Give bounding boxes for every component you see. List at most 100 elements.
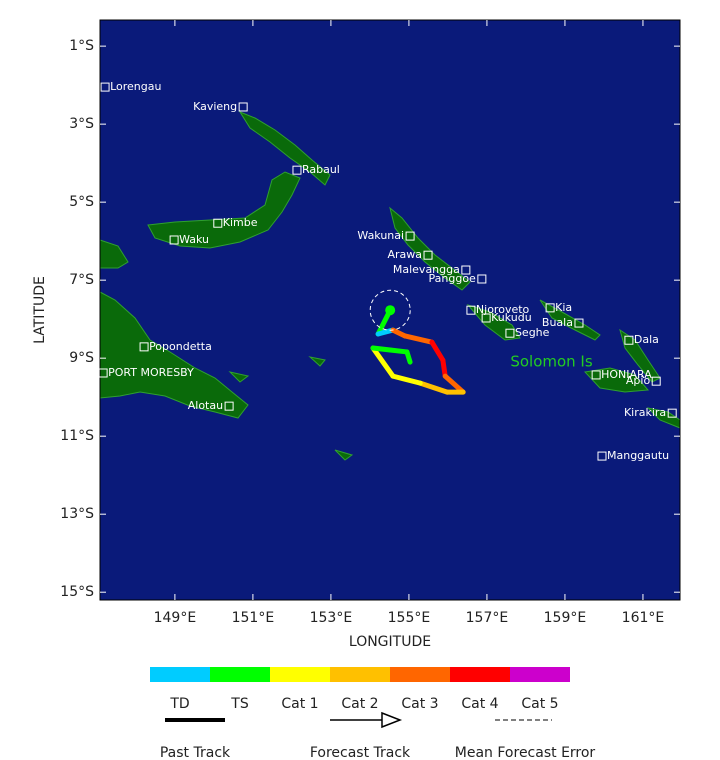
- place-marker: [597, 451, 607, 461]
- y-tick-label: 15°S: [60, 584, 94, 600]
- forecast-track-segment: [417, 380, 450, 395]
- y-tick-label: 13°S: [60, 506, 94, 522]
- y-tick-label: 7°S: [69, 272, 94, 288]
- x-tick-label: 151°E: [232, 610, 275, 626]
- place-marker: [505, 328, 515, 338]
- new-ireland: [238, 110, 331, 186]
- place-marker: [624, 335, 634, 345]
- place-label: Panggoe: [429, 272, 477, 285]
- legend-past: Past Track: [160, 745, 231, 760]
- place-label: Seghe: [515, 326, 550, 339]
- place-marker: [98, 368, 108, 378]
- place-label: HONIARA: [601, 368, 652, 381]
- place-label: Arawa: [387, 248, 422, 261]
- frame: [99, 19, 681, 601]
- legend-label: Cat 1: [281, 696, 318, 712]
- y-tick-label: 5°S: [69, 194, 94, 210]
- y-tick-label: 3°S: [69, 116, 94, 132]
- place-marker: [423, 250, 433, 260]
- place-marker: [477, 274, 487, 284]
- guadalcanal: [583, 367, 650, 393]
- y-tick-label: 11°S: [60, 428, 94, 444]
- forecast-track-segment: [375, 327, 396, 337]
- forecast-track-segment: [370, 345, 396, 379]
- x-tick-label: 149°E: [154, 610, 197, 626]
- place-label: Alotau: [188, 399, 223, 412]
- forecast-track-segment: [370, 345, 393, 353]
- place-marker: [461, 265, 471, 275]
- place-label: Lorengau: [110, 80, 161, 93]
- x-tick-label: 153°E: [310, 610, 353, 626]
- place-label: Dala: [634, 333, 659, 346]
- place-label: Njoroveto: [476, 303, 530, 316]
- forecast-track-segment: [404, 349, 413, 365]
- place-marker: [545, 303, 555, 313]
- place-marker: [405, 231, 415, 241]
- legend-label: TD: [169, 696, 189, 712]
- place-label: Buala: [542, 316, 573, 329]
- x-tick-label: 161°E: [622, 610, 665, 626]
- place-marker: [574, 318, 584, 328]
- forecast-track-segment: [387, 347, 410, 355]
- place-marker: [213, 218, 223, 228]
- legend-label: TS: [230, 696, 249, 712]
- forecast-track-segment: [442, 373, 466, 395]
- new-guinea: [99, 291, 249, 419]
- y-tick-label: 9°S: [69, 350, 94, 366]
- region-label: Solomon Is: [510, 353, 593, 371]
- legend-swatch: [150, 667, 210, 682]
- legend-swatch: [270, 667, 330, 682]
- malaita: [619, 328, 661, 383]
- legend-swatch: [330, 667, 390, 682]
- legend-error: Mean Forecast Error: [455, 745, 596, 760]
- legend-label: Cat 4: [461, 696, 498, 712]
- legend-label: Cat 3: [401, 696, 438, 712]
- forecast-arrow-head: [381, 711, 403, 729]
- x-tick-label: 159°E: [544, 610, 587, 626]
- place-marker: [100, 82, 110, 92]
- place-marker: [481, 313, 491, 323]
- x-tick-label: 157°E: [466, 610, 509, 626]
- place-marker: [224, 401, 234, 411]
- place-label: PORT MORESBY: [108, 366, 194, 379]
- y-tick-label: 1°S: [69, 38, 94, 54]
- forecast-track-segment: [440, 357, 448, 379]
- place-label: Kukudu: [491, 311, 532, 324]
- place-marker: [466, 305, 476, 315]
- louisiade: [228, 356, 354, 461]
- legend-forecast: Forecast Track: [310, 745, 411, 760]
- place-label: Kia: [555, 301, 572, 314]
- error-circle: [369, 289, 411, 331]
- place-label: Waku: [179, 233, 209, 246]
- legend-swatch: [450, 667, 510, 682]
- place-marker: [169, 235, 179, 245]
- place-label: Wakunai: [357, 229, 404, 242]
- forecast-track-segment: [390, 373, 423, 386]
- legend-label: Cat 2: [341, 696, 378, 712]
- legend-swatch: [510, 667, 570, 682]
- legend-label: Cat 5: [521, 696, 558, 712]
- place-label: Malevangga: [393, 263, 460, 276]
- place-marker: [292, 165, 302, 175]
- forecast-track-segment: [429, 339, 446, 363]
- place-label: Rabaul: [302, 163, 340, 176]
- choiseul: [539, 299, 601, 341]
- x-tick-label: 155°E: [388, 610, 431, 626]
- place-label: Kirakira: [624, 406, 666, 419]
- forecast-track-segment: [402, 333, 435, 345]
- place-label: Apio: [626, 374, 651, 387]
- place-label: Popondetta: [149, 340, 212, 353]
- new-georgia: [466, 303, 521, 341]
- place-marker: [238, 102, 248, 112]
- legend-swatch: [210, 667, 270, 682]
- place-label: Manggautu: [607, 449, 669, 462]
- bougainville: [389, 206, 471, 291]
- y-axis-label: LATITUDE: [32, 276, 48, 344]
- place-marker: [139, 342, 149, 352]
- place-label: Kavieng: [193, 100, 237, 113]
- legend-swatch: [390, 667, 450, 682]
- place-marker: [591, 370, 601, 380]
- place-marker: [651, 376, 661, 386]
- place-label: Kimbe: [223, 216, 258, 229]
